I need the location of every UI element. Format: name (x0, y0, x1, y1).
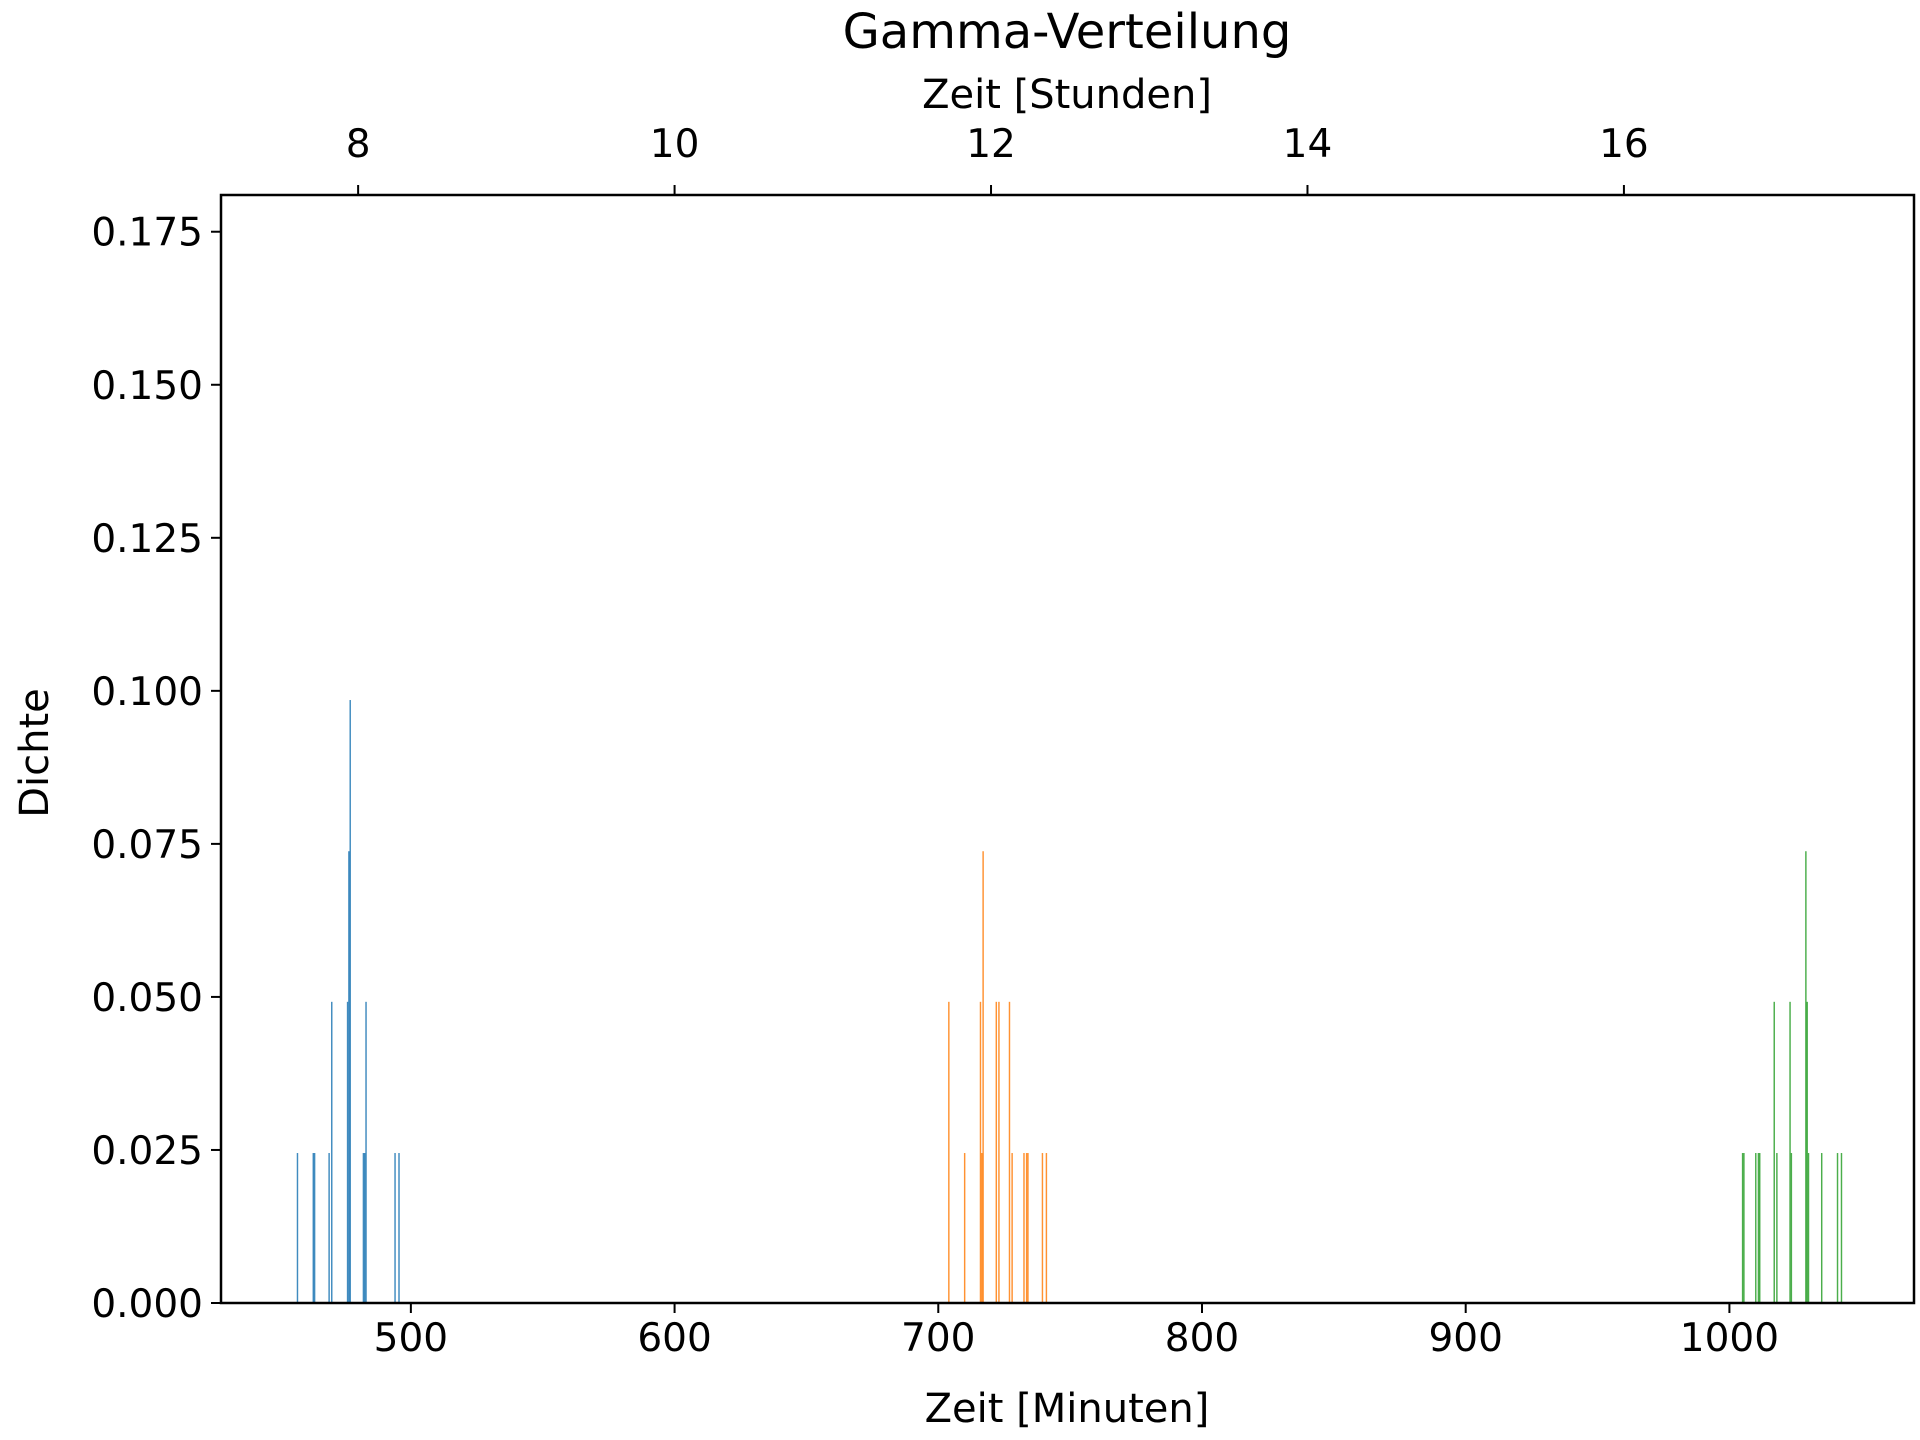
bar-series2-6 (1776, 1153, 1778, 1303)
bar-series2-2 (1755, 1153, 1757, 1303)
x2-axis-label: Zeit [Stunden] (922, 72, 1212, 118)
bar-series1-7 (1008, 1001, 1011, 1303)
bar-series2-5 (1773, 1001, 1775, 1303)
x-tick-label: 600 (637, 1316, 711, 1361)
bar-series1-5 (995, 1001, 998, 1303)
bar-series2-0 (1741, 1153, 1744, 1303)
x2-tick-label: 10 (650, 122, 700, 167)
x-axis-label: Zeit [Minuten] (925, 1386, 1210, 1432)
bar-series2-14 (1840, 1153, 1843, 1303)
plot-frame (219, 193, 1916, 1305)
bar-series0-8 (362, 1153, 365, 1303)
bar-series1-13 (1045, 1153, 1048, 1303)
bar-series1-8 (1011, 1153, 1013, 1303)
bar-series2-7 (1789, 1001, 1791, 1303)
bar-series2-8 (1790, 1153, 1793, 1303)
y-tick-label: 0.075 (91, 823, 203, 868)
bar-series0-4 (331, 1001, 333, 1303)
x2-tick-label: 14 (1283, 122, 1333, 167)
bar-series2-3 (1757, 1153, 1760, 1303)
bar-series0-9 (364, 1153, 366, 1303)
bar-series2-10 (1806, 1001, 1808, 1303)
bar-series2-1 (1743, 1153, 1745, 1303)
bar-series1-11 (1027, 1153, 1029, 1303)
bar-series1-0 (948, 1001, 950, 1303)
x-tick-label: 800 (1165, 1316, 1239, 1361)
bars-layer (296, 700, 1843, 1303)
x-tick-label: 1000 (1680, 1316, 1779, 1361)
y-tick-label: 0.000 (91, 1282, 203, 1327)
bar-series0-6 (348, 851, 350, 1303)
bar-series0-10 (365, 1001, 367, 1303)
bar-series2-9 (1805, 851, 1807, 1303)
bar-series2-12 (1820, 1153, 1823, 1303)
bar-series0-11 (394, 1153, 396, 1303)
chart-title: Gamma-Verteilung (843, 4, 1292, 60)
bar-series2-11 (1807, 1153, 1810, 1303)
y-tick-label: 0.050 (91, 976, 203, 1021)
bar-series0-2 (313, 1153, 316, 1303)
y-tick-label: 0.150 (91, 364, 203, 409)
bar-series0-3 (328, 1153, 330, 1303)
x2-tick-label: 8 (346, 122, 371, 167)
y-axis-label: Dichte (12, 688, 58, 818)
bar-series1-3 (981, 1153, 983, 1303)
ticks-layer: 500 600 700 800 900 1000 8 10 12 14 16 0.000 0.025 0.… (91, 122, 1779, 1361)
bar-series0-12 (398, 1153, 400, 1303)
bar-series0-1 (312, 1153, 315, 1303)
y-tick-label: 0.175 (91, 211, 203, 256)
bar-series0-7 (349, 700, 351, 1303)
x-tick-label: 500 (374, 1316, 448, 1361)
bar-series1-1 (963, 1153, 966, 1303)
x-tick-label: 700 (901, 1316, 975, 1361)
y-tick-label: 0.025 (91, 1129, 203, 1174)
bar-series1-9 (1023, 1153, 1025, 1303)
x2-tick-label: 16 (1599, 122, 1649, 167)
x-tick-label: 900 (1428, 1316, 1502, 1361)
bar-series2-4 (1759, 1153, 1761, 1303)
bar-series1-12 (1041, 1153, 1044, 1303)
bar-series2-13 (1836, 1153, 1839, 1303)
y-tick-label: 0.125 (91, 517, 203, 562)
y-tick-label: 0.100 (91, 670, 203, 715)
bar-series1-2 (979, 1001, 982, 1303)
x2-tick-label: 12 (966, 122, 1016, 167)
bar-series1-10 (1025, 1153, 1028, 1303)
bar-series0-5 (346, 1001, 349, 1303)
bar-series1-4 (982, 851, 984, 1303)
bar-series0-0 (296, 1153, 299, 1303)
bar-series1-6 (998, 1001, 1000, 1303)
